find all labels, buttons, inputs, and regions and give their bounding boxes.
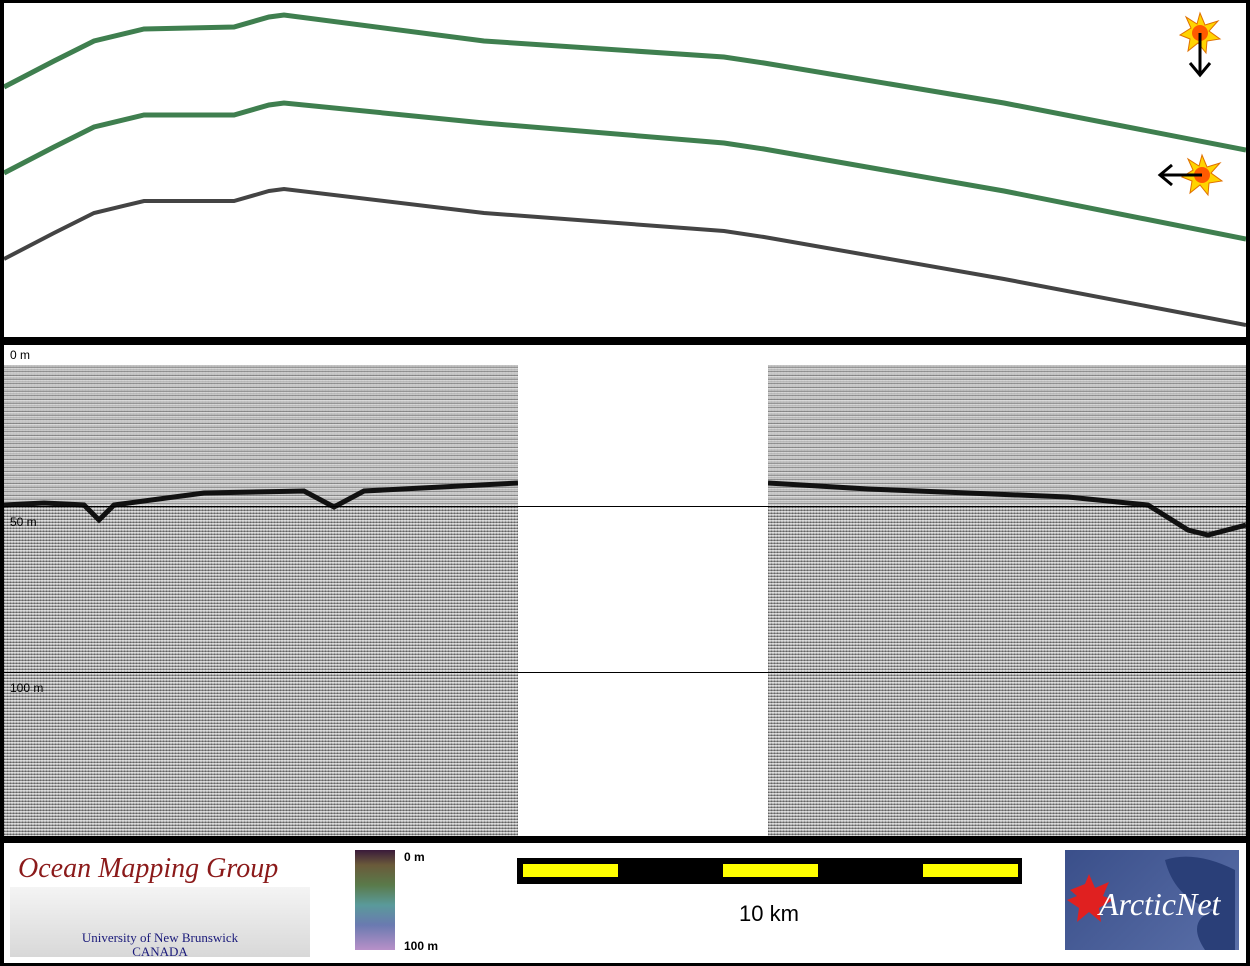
arcticnet-logo: ArcticNet [1065,850,1239,950]
depth-label-50: 50 m [10,515,37,529]
bathymetry-profile-panel [4,3,1246,337]
depth-gridline-50 [4,506,1246,507]
omg-institution-name: University of New Brunswick [81,930,239,945]
scale-bar [517,858,1022,884]
omg-title: Ocean Mapping Group [18,853,279,884]
subbottom-echogram-panel: 0 m 50 m 100 m [4,345,1246,836]
colorbar-label-bottom: 100 m [404,939,439,953]
depth-colorbar [355,850,395,950]
arrow-down-icon [1188,33,1212,78]
colorbar-label-top: 0 m [404,850,425,864]
profile-line-top [4,12,1246,153]
ocean-mapping-group-logo: Ocean Mapping Group University of New Br… [10,849,310,959]
scale-label: 10 km [739,901,799,926]
arcticnet-text: ArcticNet [1099,886,1221,922]
footer-panel: Ocean Mapping Group University of New Br… [4,843,1246,963]
depth-gridline-100 [4,672,1246,673]
arrow-left-icon [1157,163,1202,187]
omg-country: CANADA [132,944,188,959]
profile-line-bottom [4,186,1246,327]
echogram-right [768,365,1246,836]
profile-line-middle [4,100,1246,242]
omg-institution: University of New Brunswick CANADA [10,931,310,959]
echogram-left [4,365,518,836]
profile-lines [4,11,1246,327]
depth-label-0: 0 m [10,348,31,362]
depth-label-100: 100 m [10,681,44,695]
